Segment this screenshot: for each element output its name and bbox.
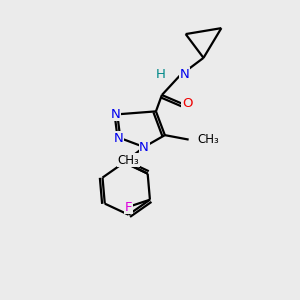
Text: O: O [182,98,192,110]
Text: H: H [155,68,165,81]
Text: N: N [111,108,121,121]
Text: N: N [139,141,149,154]
Text: CH₃: CH₃ [118,154,139,167]
Text: N: N [114,132,124,145]
Text: F: F [125,201,132,214]
Text: N: N [180,68,190,81]
Text: CH₃: CH₃ [198,133,219,146]
